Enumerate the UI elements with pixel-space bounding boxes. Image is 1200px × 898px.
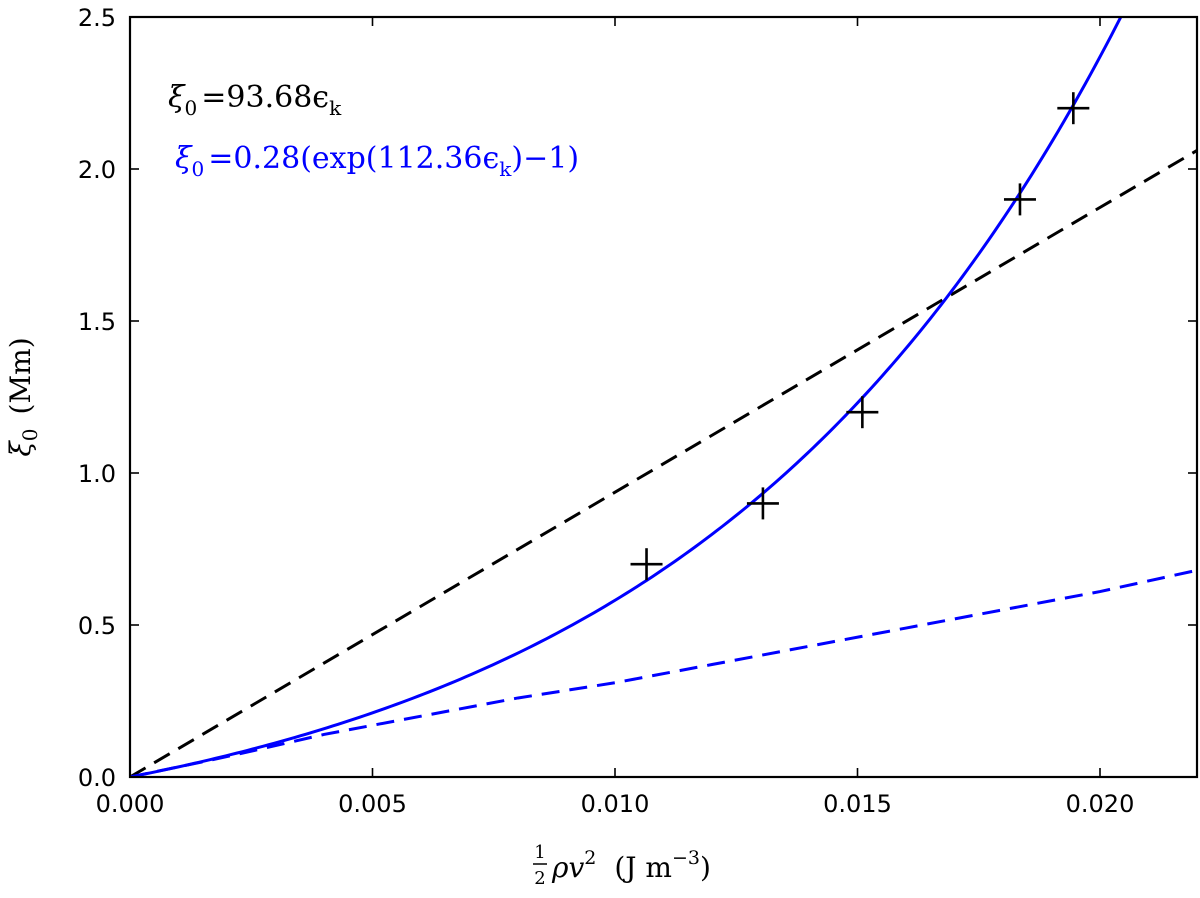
data-point-marker [1003,183,1036,216]
y-axis-label: ξ0(Mm) [4,337,42,456]
plot-frame [128,15,1199,779]
y-tick-label: 2.5 [78,4,116,32]
linear-fit-line [130,149,1197,777]
exp-fit-equation: ξ0 =0.28(exp(112.36ϵk)−1) [175,141,579,181]
x-label-frac-den: 2 [534,868,545,889]
blue-dashed-curve-line [130,568,1197,777]
y-tick-label: 1.5 [78,308,116,336]
x-label-frac-num: 1 [534,842,545,863]
y-tick-label: 2.0 [78,156,116,184]
x-axis-label: 1 2 ρv2 (J m−3) [533,842,711,889]
data-point-marker [1057,92,1090,125]
y-tick-label: 0.5 [78,612,116,640]
x-label-main: ρv2 (J m−3) [551,847,711,884]
x-tick-label: 0.020 [1066,790,1135,818]
marker-layer [630,92,1090,581]
x-tick-label: 0.010 [581,790,650,818]
data-point-marker [746,487,779,520]
y-tick-label: 0.0 [78,764,116,792]
x-tick-label: 0.000 [96,790,165,818]
x-tick-label: 0.005 [338,790,407,818]
x-tick-label: 0.015 [823,790,892,818]
data-point-marker [846,396,879,429]
data-point-marker [630,548,663,581]
ticks-layer: 0.000 0.005 0.010 0.015 0.020 0.0 0.5 1.0 1.5 2.0… [78,4,1197,818]
y-tick-label: 1.0 [78,460,116,488]
linear-fit-equation: ξ0 =93.68ϵk [168,80,342,120]
